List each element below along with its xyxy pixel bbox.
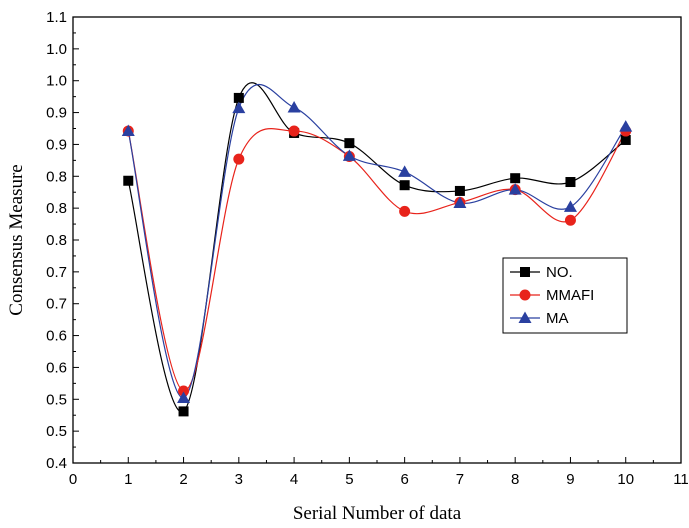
x-tick-label: 11 <box>673 471 689 488</box>
y-tick-label: 0.8 <box>46 232 67 249</box>
legend-label-no: NO. <box>546 264 573 281</box>
data-point-ma <box>342 149 356 161</box>
data-point-ma <box>563 200 577 212</box>
y-tick-label: 0.8 <box>46 168 67 185</box>
y-tick-label: 0.8 <box>46 200 67 217</box>
y-tick-label: 1.0 <box>46 73 67 90</box>
data-point-mmafi <box>178 385 190 397</box>
data-point-no <box>565 177 576 188</box>
data-point-ma <box>619 120 633 132</box>
data-point-no <box>178 406 189 417</box>
series-line-no <box>127 82 627 413</box>
data-point-ma <box>177 391 191 404</box>
y-axis: 0.4 0.5 0.5 0.6 0.6 0.7 0.7 0.8 0.8 0.8 0.9 0.9 1.0 1… <box>46 9 79 472</box>
series-line-ma <box>127 83 627 399</box>
data-point-no <box>233 92 244 103</box>
x-tick-label: 6 <box>400 471 408 488</box>
x-tick-label: 10 <box>617 471 634 488</box>
data-point-no <box>454 185 465 196</box>
y-tick-label: 0.6 <box>46 328 67 345</box>
x-tick-label: 0 <box>69 471 77 488</box>
data-point-no <box>510 173 521 184</box>
y-tick-label: 0.4 <box>46 455 67 472</box>
data-point-no <box>620 134 631 145</box>
data-point-no <box>399 180 410 191</box>
x-tick-label: 4 <box>290 471 298 488</box>
legend-label-mmafi: MMAFI <box>546 287 594 304</box>
data-point-mmafi <box>399 205 411 217</box>
legend-marker-mmafi <box>519 289 531 301</box>
x-tick-label: 9 <box>566 471 574 488</box>
legend-marker-ma <box>518 311 532 323</box>
data-point-ma <box>121 124 135 137</box>
y-tick-label: 0.5 <box>46 391 67 408</box>
series-markers <box>121 92 633 417</box>
y-tick-label: 1.1 <box>46 9 67 26</box>
data-point-no <box>123 175 134 186</box>
y-tick-label: 0.6 <box>46 359 67 376</box>
legend-marker-no <box>520 267 530 277</box>
x-tick-label: 3 <box>235 471 243 488</box>
data-point-no <box>344 138 355 149</box>
data-point-ma <box>232 101 246 114</box>
plot-frame <box>72 16 682 464</box>
y-tick-label: 0.7 <box>46 264 67 281</box>
y-tick-label: 1.0 <box>46 41 67 58</box>
data-point-ma <box>287 100 301 113</box>
x-axis: 0 1 2 3 4 5 6 7 8 9 10 11 <box>69 457 689 488</box>
data-point-mmafi <box>233 153 245 165</box>
y-tick-label: 0.5 <box>46 423 67 440</box>
data-point-ma <box>398 165 412 177</box>
data-point-ma <box>508 183 522 195</box>
y-tick-label: 0.9 <box>46 105 67 122</box>
data-point-ma <box>453 196 467 209</box>
data-point-mmafi <box>288 125 300 137</box>
x-tick-label: 1 <box>124 471 132 488</box>
x-tick-label: 2 <box>179 471 187 488</box>
x-tick-label: 8 <box>511 471 519 488</box>
legend: NO. MMAFI MA <box>502 257 628 334</box>
data-point-mmafi <box>564 214 576 226</box>
y-tick-label: 0.7 <box>46 296 67 313</box>
x-tick-label: 5 <box>345 471 353 488</box>
x-tick-label: 7 <box>456 471 464 488</box>
y-tick-label: 0.9 <box>46 136 67 153</box>
y-axis-title: Consensus Measure <box>6 164 27 315</box>
x-axis-title: Serial Number of data <box>293 503 462 524</box>
legend-label-ma: MA <box>546 310 569 327</box>
series-curves <box>127 82 627 413</box>
